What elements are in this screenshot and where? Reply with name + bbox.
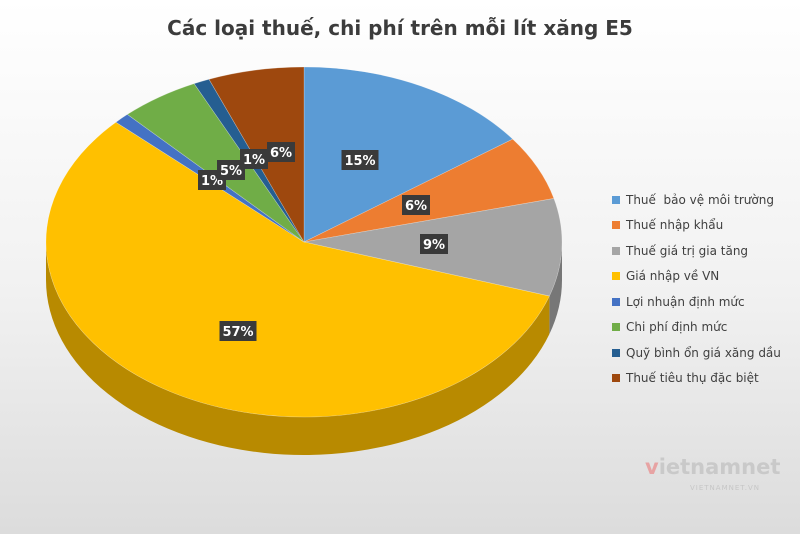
data-label-standard-cost: 5%: [220, 164, 242, 179]
legend-item-environment-tax: Thuế bảo vệ môi trường: [612, 187, 798, 213]
data-label-import-tax: 6%: [405, 199, 427, 214]
data-label-box-environment-tax: [341, 150, 379, 170]
legend-item-standard-cost: Chi phí định mức: [612, 315, 798, 341]
legend-swatch-standard-cost: [612, 323, 620, 332]
legend-swatch-vat: [612, 246, 620, 255]
legend-label-vat: Thuế giá trị gia tăng: [626, 243, 749, 258]
pie-data-labels: 15%6%9%57%1%5%1% 6%: [198, 142, 448, 341]
pie-side-walls: [46, 242, 562, 455]
pie-slice-import-price: [45, 121, 550, 418]
legend-item-import-price: Giá nhập về VN: [612, 264, 798, 290]
legend-label-stabilization-fund: Quỹ bình ổn giá xăng dầu: [626, 345, 781, 360]
legend-swatch-environment-tax: [612, 195, 620, 204]
pie-slice-environment-tax: [303, 66, 514, 243]
chart-legend: Thuế bảo vệ môi trường Thuế nhập khẩu Thuế…: [612, 187, 798, 391]
legend-swatch-import-price: [612, 272, 620, 281]
legend-item-standard-profit: Lợi nhuận định mức: [612, 289, 798, 315]
data-label-box-standard-cost: [217, 160, 245, 180]
data-label-vat: 9%: [423, 238, 445, 253]
pie-side-import-price: [46, 242, 550, 455]
legend-item-vat: Thuế giá trị gia tăng: [612, 238, 798, 264]
legend-label-special-consumption-tax: Thuế tiêu thụ đặc biệt: [626, 371, 759, 386]
data-label-stabilization-fund: 1%: [243, 153, 265, 168]
legend-label-import-price: Giá nhập về VN: [626, 269, 720, 284]
data-label-box-special-consumption-tax: [267, 142, 295, 162]
data-label-box-vat: [420, 234, 448, 254]
data-label-import-price: 57%: [222, 325, 253, 340]
pie-side-vat: [549, 242, 562, 335]
vietnamnet-watermark: vietnamnet: [645, 455, 781, 479]
pie-slice-import-tax: [303, 138, 555, 243]
data-label-special-consumption-tax: 6%: [270, 146, 292, 161]
data-label-box-import-tax: [402, 195, 430, 215]
legend-item-special-consumption-tax: Thuế tiêu thụ đặc biệt: [612, 366, 798, 392]
legend-label-standard-cost: Chi phí định mức: [626, 320, 728, 335]
legend-label-standard-profit: Lợi nhuận định mức: [626, 294, 745, 309]
legend-label-import-tax: Thuế nhập khẩu: [626, 218, 724, 233]
data-label-box-import-price: [219, 321, 257, 341]
legend-label-environment-tax: Thuế bảo vệ môi trường: [626, 192, 774, 207]
legend-swatch-stabilization-fund: [612, 348, 620, 357]
chart-title: Các loại thuế, chi phí trên mỗi lít xăng…: [167, 16, 633, 40]
legend-item-stabilization-fund: Quỹ bình ổn giá xăng dầu: [612, 340, 798, 366]
pie-slice-standard-cost: [126, 83, 305, 243]
data-label-environment-tax: 15%: [344, 154, 375, 169]
legend-swatch-special-consumption-tax: [612, 374, 620, 383]
data-label-box-stabilization-fund: [240, 149, 268, 169]
pie-slices: [45, 66, 563, 418]
vietnamnet-domain: VIETNAMNET.VN: [690, 484, 760, 492]
legend-swatch-import-tax: [612, 221, 620, 230]
legend-item-import-tax: Thuế nhập khẩu: [612, 213, 798, 239]
legend-swatch-standard-profit: [612, 297, 620, 306]
